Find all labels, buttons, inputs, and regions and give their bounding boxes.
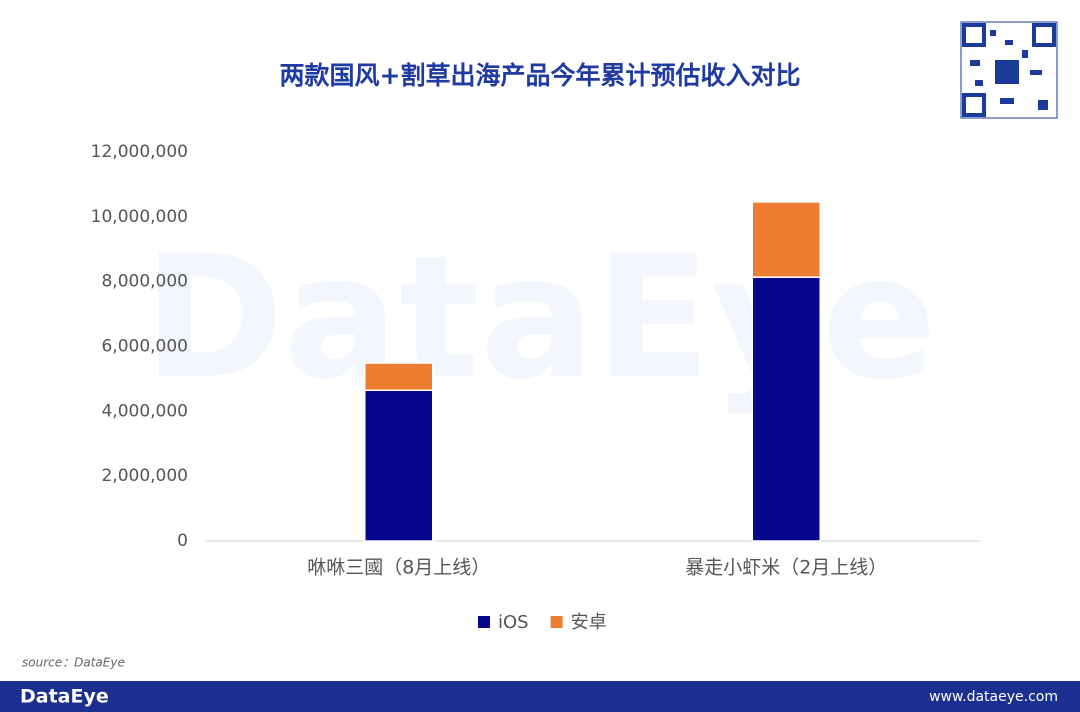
bar-segment xyxy=(751,276,821,542)
qr-code xyxy=(960,21,1058,119)
footer-url: www.dataeye.com xyxy=(929,689,1058,705)
y-tick-label: 12,000,000 xyxy=(91,142,188,162)
bar-segment xyxy=(751,201,821,278)
y-tick-label: 6,000,000 xyxy=(101,337,188,357)
bar-segment xyxy=(364,389,434,542)
footer-brand: DataEye xyxy=(20,686,109,708)
x-tick-label: 咻咻三國（8月上线） xyxy=(307,557,490,579)
y-tick-label: 8,000,000 xyxy=(101,272,188,292)
footer-bar xyxy=(0,681,1080,712)
source: source：DataEye xyxy=(22,656,125,670)
y-tick-label: 2,000,000 xyxy=(101,466,188,486)
legend-label: iOS xyxy=(498,612,529,633)
y-tick-label: 4,000,000 xyxy=(101,401,188,421)
legend-swatch xyxy=(550,616,563,628)
legend-swatch xyxy=(478,616,490,628)
y-tick-label: 0 xyxy=(177,531,188,551)
x-tick-label: 暴走小虾米（2月上线） xyxy=(685,557,887,579)
legend-label: 安卓 xyxy=(571,612,607,633)
chart-title: 两款国风+割草出海产品今年累计预估收入对比 xyxy=(280,61,801,90)
y-tick-label: 10,000,000 xyxy=(91,207,188,227)
bar-segment xyxy=(364,362,434,392)
